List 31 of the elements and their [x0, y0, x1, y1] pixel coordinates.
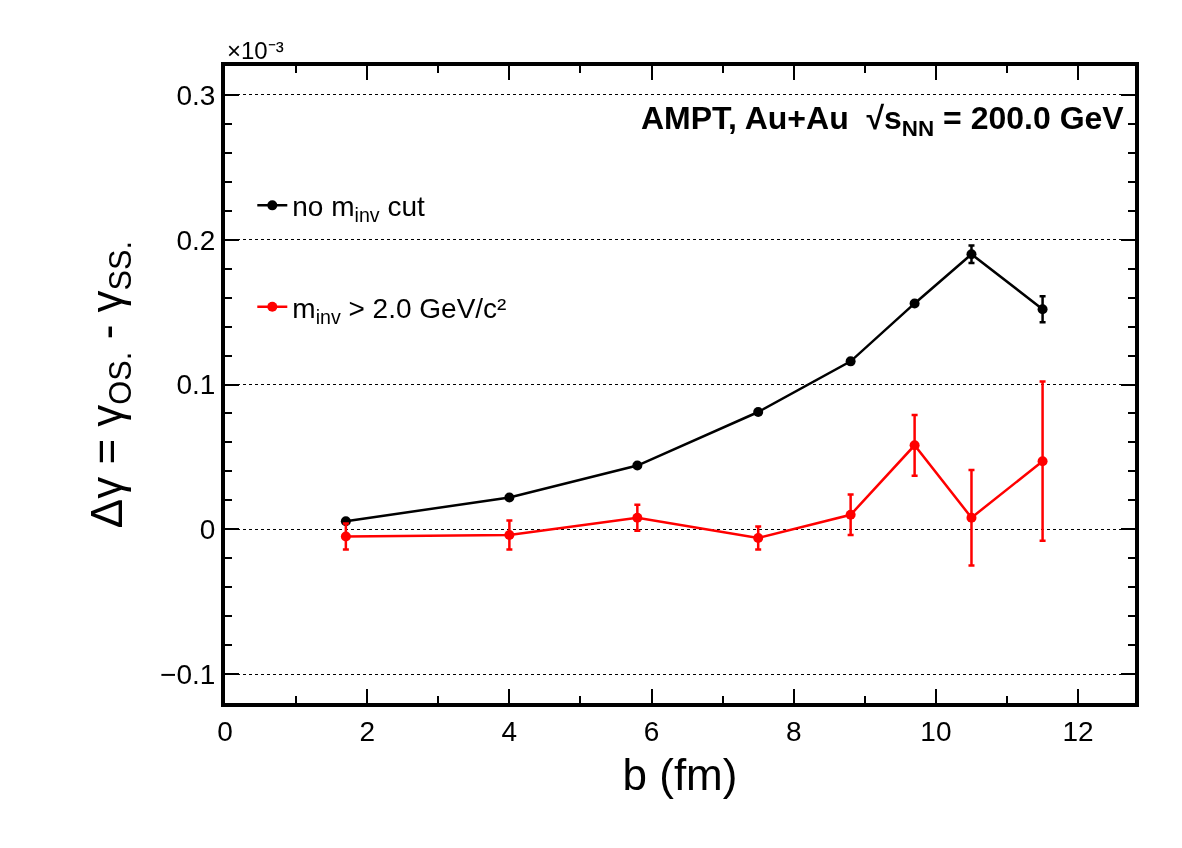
point	[504, 530, 515, 541]
legend-label: no m$_{inv}$ cut	[292, 191, 425, 227]
legend-label: m$_{inv}$ > 2.0 GeV/c²	[292, 292, 507, 328]
point	[632, 512, 643, 523]
point	[966, 512, 977, 523]
point	[340, 531, 351, 542]
annotation: AMPT, Au+Au √s$_{NN}$ = 200.0 GeV	[641, 100, 1125, 141]
x-tick-label: 4	[501, 715, 518, 747]
y-tick-label: 0.3	[176, 79, 216, 111]
y-tick-label: −0.1	[160, 658, 216, 690]
point	[966, 249, 977, 260]
x-tick-label: 12	[1062, 715, 1094, 747]
point	[909, 298, 920, 309]
text: ×10⁻³	[227, 37, 284, 64]
x-tick-label: 2	[359, 715, 375, 747]
x-tick-label: 8	[785, 715, 802, 747]
y-tick-label: 0.2	[176, 224, 216, 256]
x-tick-label: 6	[643, 715, 660, 747]
point	[753, 532, 764, 543]
point	[909, 440, 920, 451]
point	[753, 407, 764, 418]
x-axis-title: b (fm)	[622, 750, 738, 800]
point	[845, 509, 856, 520]
point	[632, 460, 643, 471]
point	[504, 492, 515, 503]
y-tick-label: 0	[199, 514, 216, 546]
point	[1037, 304, 1048, 315]
point	[845, 356, 856, 367]
y-tick-label: 0.1	[176, 369, 216, 401]
x-tick-label: 10	[920, 715, 952, 747]
point	[1037, 456, 1048, 467]
